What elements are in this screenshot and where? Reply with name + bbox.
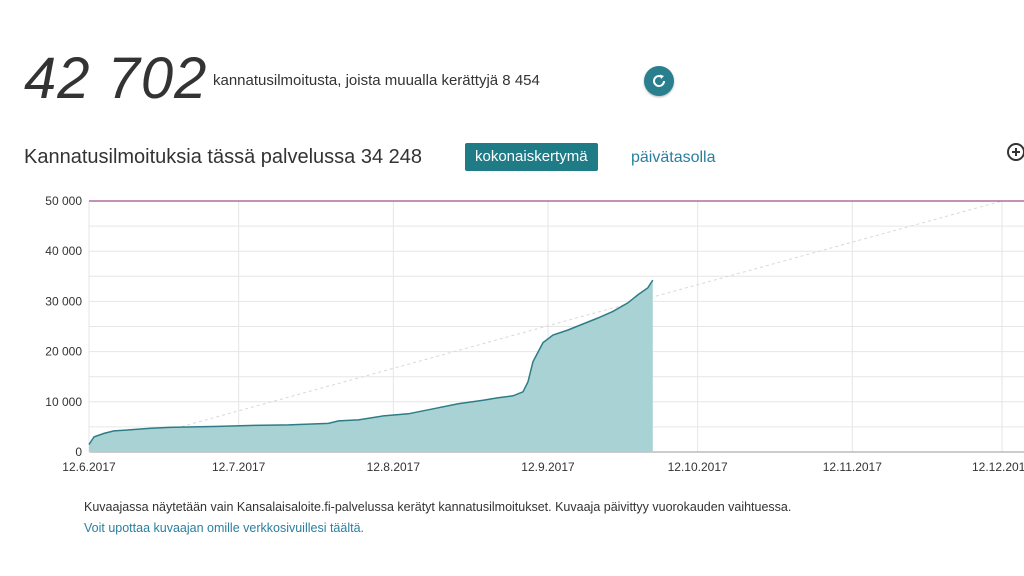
y-tick-label: 40 000 (45, 244, 82, 258)
total-description: kannatusilmoitusta, joista muualla kerät… (213, 72, 540, 89)
cumulative-button[interactable]: kokonaiskertymä (465, 143, 598, 171)
chart-note: Kuvaajassa näytetään vain Kansalaisaloit… (84, 500, 792, 514)
zoom-in-icon[interactable] (1005, 141, 1024, 168)
cumulative-chart: 0 10 000 20 000 30 000 40 000 50 000 12.6.201… (45, 194, 1024, 474)
embed-link[interactable]: Voit upottaa kuvaajan omille verkkosivui… (84, 521, 365, 535)
refresh-button[interactable] (644, 66, 674, 96)
x-tick-label: 12.11.2017 (823, 460, 882, 474)
y-tick-label: 50 000 (45, 194, 82, 208)
area-fill (89, 280, 653, 452)
chart-title: Kannatusilmoituksia tässä palvelussa 34 … (24, 146, 423, 168)
x-tick-label: 12.6.2017 (62, 460, 116, 474)
series-line (88, 279, 654, 445)
y-tick-label: 10 000 (45, 395, 82, 409)
x-tick-label: 12.7.2017 (212, 460, 266, 474)
refresh-icon (653, 74, 666, 87)
x-tick-label: 12.10.2017 (668, 460, 728, 474)
y-tick-label: 0 (75, 445, 82, 459)
x-tick-label: 12.12.2017 (972, 460, 1024, 474)
daily-link[interactable]: päivätasolla (631, 149, 716, 166)
y-tick-label: 20 000 (45, 345, 82, 359)
total-count: 42 702 (24, 46, 208, 111)
y-tick-label: 30 000 (45, 294, 82, 308)
x-tick-label: 12.9.2017 (521, 460, 575, 474)
x-tick-label: 12.8.2017 (367, 460, 421, 474)
trend-line (88, 200, 1003, 453)
